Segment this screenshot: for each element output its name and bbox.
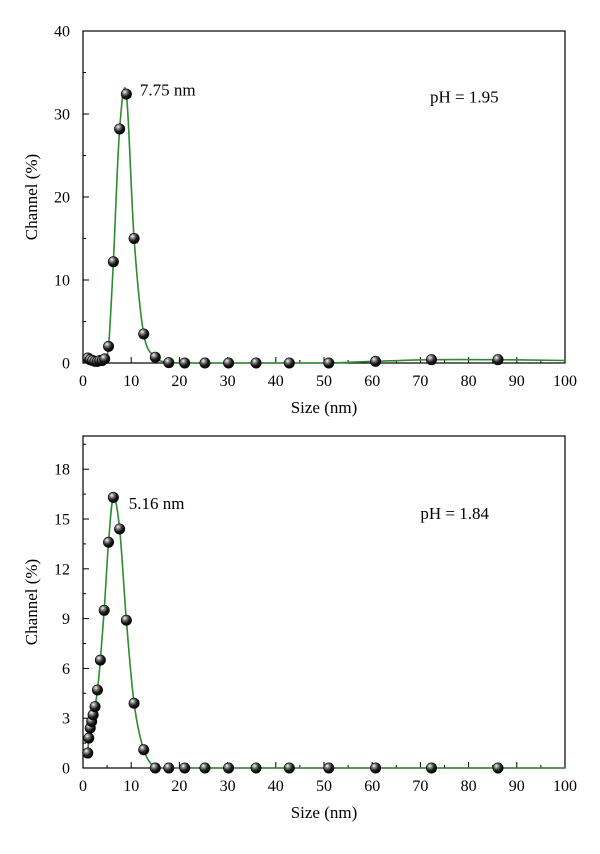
x-tick-label: 30 xyxy=(220,373,236,390)
y-tick-label: 3 xyxy=(62,711,70,728)
data-point xyxy=(149,351,161,363)
data-point xyxy=(107,256,119,268)
data-point xyxy=(83,732,95,744)
x-tick-label: 10 xyxy=(123,778,139,795)
data-point xyxy=(82,747,94,759)
data-point xyxy=(283,762,295,774)
data-point xyxy=(138,744,150,756)
x-tick-label: 20 xyxy=(171,778,187,795)
peak-annotation: 7.75 nm xyxy=(140,81,196,100)
y-tick-label: 0 xyxy=(62,761,70,778)
data-point xyxy=(199,762,211,774)
y-tick-label: 18 xyxy=(54,462,70,479)
data-point xyxy=(370,355,382,367)
x-tick-label: 100 xyxy=(553,373,577,390)
x-tick-label: 0 xyxy=(79,373,87,390)
x-tick-label: 50 xyxy=(316,778,332,795)
x-axis-title: Size (nm) xyxy=(291,803,358,822)
data-point xyxy=(323,762,335,774)
data-point xyxy=(120,614,132,626)
data-point xyxy=(163,357,175,369)
x-tick-label: 100 xyxy=(553,778,577,795)
x-tick-label: 40 xyxy=(268,373,284,390)
x-tick-label: 90 xyxy=(509,373,525,390)
series-line xyxy=(87,496,565,769)
data-point xyxy=(179,762,191,774)
data-point xyxy=(163,762,175,774)
x-tick-label: 70 xyxy=(412,778,428,795)
data-point xyxy=(179,357,191,369)
x-tick-label: 0 xyxy=(79,778,87,795)
data-point xyxy=(138,328,150,340)
data-point xyxy=(114,123,126,135)
data-point xyxy=(425,762,437,774)
data-point xyxy=(120,88,132,100)
y-tick-label: 30 xyxy=(54,107,70,124)
data-point xyxy=(89,701,101,713)
y-tick-label: 40 xyxy=(54,24,70,41)
data-point xyxy=(223,357,235,369)
data-point xyxy=(223,762,235,774)
data-point xyxy=(128,697,140,709)
series-line xyxy=(87,87,566,364)
x-tick-label: 40 xyxy=(268,778,284,795)
data-point xyxy=(99,353,111,365)
data-point xyxy=(250,357,262,369)
x-tick-label: 80 xyxy=(461,373,477,390)
ph-annotation: pH = 1.84 xyxy=(420,504,489,523)
data-point xyxy=(323,357,335,369)
data-point xyxy=(114,523,126,535)
x-tick-label: 20 xyxy=(171,373,187,390)
y-tick-label: 6 xyxy=(62,661,70,678)
x-axis-title: Size (nm) xyxy=(291,398,358,417)
data-point xyxy=(370,762,382,774)
data-point xyxy=(492,354,504,366)
plot-frame xyxy=(82,435,566,769)
data-point xyxy=(283,357,295,369)
y-tick-label: 10 xyxy=(54,273,70,290)
data-point xyxy=(199,357,211,369)
x-tick-label: 60 xyxy=(364,373,380,390)
x-tick-label: 90 xyxy=(509,778,525,795)
data-point xyxy=(107,491,119,503)
y-axis-title: Channel (%) xyxy=(22,154,41,240)
y-tick-label: 9 xyxy=(62,611,70,628)
data-point xyxy=(425,354,437,366)
data-point xyxy=(94,654,106,666)
peak-annotation: 5.16 nm xyxy=(129,494,185,513)
ph-annotation: pH = 1.95 xyxy=(430,87,499,106)
y-tick-label: 20 xyxy=(54,190,70,207)
data-point xyxy=(103,536,115,548)
y-tick-label: 12 xyxy=(54,561,70,578)
data-point xyxy=(103,340,115,352)
y-tick-label: 0 xyxy=(62,356,70,373)
x-tick-label: 60 xyxy=(364,778,380,795)
data-point xyxy=(250,762,262,774)
x-tick-label: 50 xyxy=(316,373,332,390)
x-tick-label: 70 xyxy=(412,373,428,390)
x-tick-label: 10 xyxy=(123,373,139,390)
y-tick-label: 15 xyxy=(54,512,70,529)
data-point xyxy=(149,762,161,774)
y-axis-title: Channel (%) xyxy=(22,559,41,645)
chart-bottom-ph-1-84: 0 10 20 30 40 50 60 70 80 90 100 0 3 6 9 12 15 18 Size (nm… xyxy=(22,435,577,822)
chart-top-ph-1-95: 0 10 20 30 40 50 60 70 80 90 100 0 10 20 30 40 Size (nm)… xyxy=(22,24,577,418)
data-point xyxy=(128,233,140,245)
x-tick-label: 80 xyxy=(461,778,477,795)
data-point xyxy=(91,684,103,696)
data-point xyxy=(492,762,504,774)
data-point xyxy=(98,604,110,616)
x-tick-label: 30 xyxy=(220,778,236,795)
